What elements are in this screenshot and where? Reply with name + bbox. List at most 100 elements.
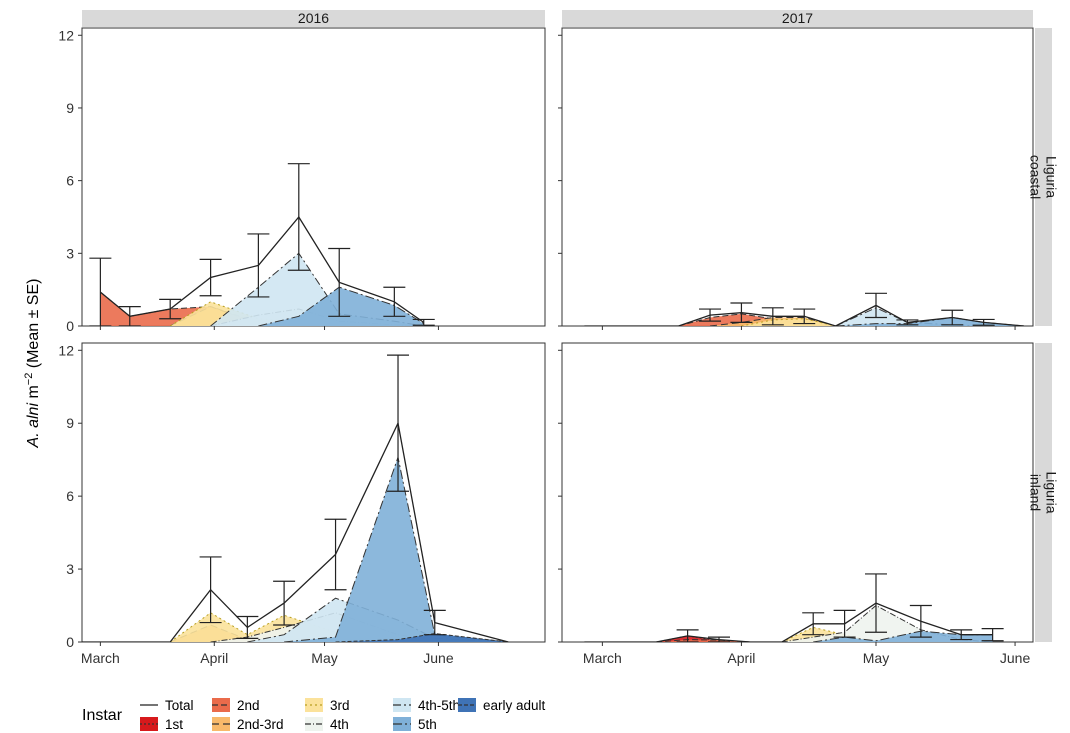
facet-panel: Liguriainland March April May June [558,342,1060,666]
legend-label: 4th [330,717,349,732]
error-bar [802,612,825,636]
legend-item: 2nd [212,698,260,713]
y-tick-label: 6 [66,173,74,189]
stage-area-4th-5th [835,307,984,326]
error-bar [89,257,112,326]
stage-line-2nd [656,639,751,642]
error-bar [793,308,816,325]
y-title-tail: (Mean ± SE) [25,279,42,373]
y-tick-label: 0 [66,318,74,334]
error-bar [972,318,995,326]
row-strip [1035,343,1052,642]
column-strip [82,10,545,27]
stage-line-early-adult [335,632,509,642]
y-title-unit: m [25,385,42,403]
stage-area-2nd [100,292,340,326]
stage-line-3rd [741,318,836,326]
stage-line-3rd [781,626,877,642]
legend-swatch [212,717,230,731]
column-strip-label: 2017 [782,10,813,26]
error-bar [941,309,964,326]
facet-panel: 2017 Liguriacoastal [558,10,1060,330]
y-tick-label: 9 [66,415,74,431]
stage-area-3rd [170,301,340,326]
x-tick-label: April [727,650,755,666]
error-bar [699,308,722,322]
legend-swatch [305,698,323,712]
y-tick-label: 12 [58,27,74,43]
error-bar [761,307,784,326]
row-strip-line: Liguria [1044,156,1060,198]
error-bar [423,609,446,636]
x-tick-label: March [81,650,120,666]
row-strip-label: Liguriainland [1028,471,1060,513]
error-bar [387,354,410,492]
stage-area-4th-5th [210,253,424,326]
legend-item: 2nd-3rd [212,717,284,732]
legend-label: 2nd-3rd [237,717,284,732]
error-bar [199,556,222,624]
legend-swatch [393,698,411,712]
error-bar [833,609,856,638]
y-tick-label: 0 [66,634,74,650]
error-bar [236,615,259,639]
y-tick-label: 12 [58,342,74,358]
row-strip-label: Liguriacoastal [1028,155,1060,199]
legend-item: early adult [458,698,546,713]
column-strip [562,10,1033,27]
stage-area-5th [258,287,424,326]
y-tick-label: 9 [66,100,74,116]
y-title-species: A. alni [25,403,42,449]
error-bar [383,286,406,317]
y-title-superscript: −2 [23,373,35,386]
error-bar [273,580,296,626]
stage-line-2nd [678,313,836,326]
error-bar [159,298,182,320]
error-bar [950,629,973,641]
error-bar [730,302,753,323]
panel-border [561,342,1034,643]
stage-line-2nd-3rd [709,317,836,326]
facet-panel: 0 3 6 9 12 March April May June [58,342,546,666]
stage-area-5th [284,457,509,642]
y-tick-label: 3 [66,561,74,577]
x-tick-label: June [1000,650,1031,666]
facet-panel: 2016 0 3 6 9 12 [58,10,546,334]
row-strip [1035,28,1052,326]
legend-label: early adult [483,698,546,713]
error-bar [865,573,887,633]
x-tick-label: June [423,650,454,666]
legend-item: 5th [393,717,437,732]
legend: Instar Total 1st 2nd 2nd-3rd 3rd 4th 4th-5th 5th… [82,698,546,732]
legend-item: 1st [140,717,183,732]
total-line [584,602,993,642]
data-layer [82,354,509,642]
legend-title: Instar [82,707,123,724]
error-bar [896,319,919,326]
stage-area-4th [781,605,993,642]
panel-border [561,27,1034,327]
legend-item: Total [140,698,194,713]
row-strip-line: coastal [1028,155,1044,199]
legend-label: Total [165,698,194,713]
y-tick-label: 6 [66,488,74,504]
error-bar [247,233,270,298]
error-bar [118,306,141,326]
error-bar [199,258,222,297]
error-bar [324,518,347,591]
legend-label: 1st [165,717,183,732]
row-strip-line: inland [1028,474,1044,511]
x-tick-label: March [583,650,622,666]
data-layer [584,573,1004,642]
error-bar [708,636,730,642]
total-line [584,304,1025,326]
legend-label: 2nd [237,698,260,713]
y-axis-title: A. alni m−2 (Mean ± SE) [23,279,42,449]
legend-label: 3rd [330,698,350,713]
error-bar [287,163,310,271]
x-tick-label: May [863,650,889,666]
data-layer [584,292,1025,326]
panel-border [81,342,546,643]
